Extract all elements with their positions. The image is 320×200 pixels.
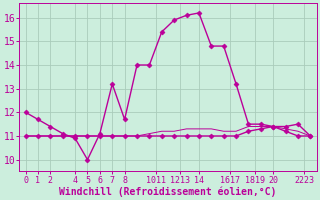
X-axis label: Windchill (Refroidissement éolien,°C): Windchill (Refroidissement éolien,°C) [59,186,277,197]
